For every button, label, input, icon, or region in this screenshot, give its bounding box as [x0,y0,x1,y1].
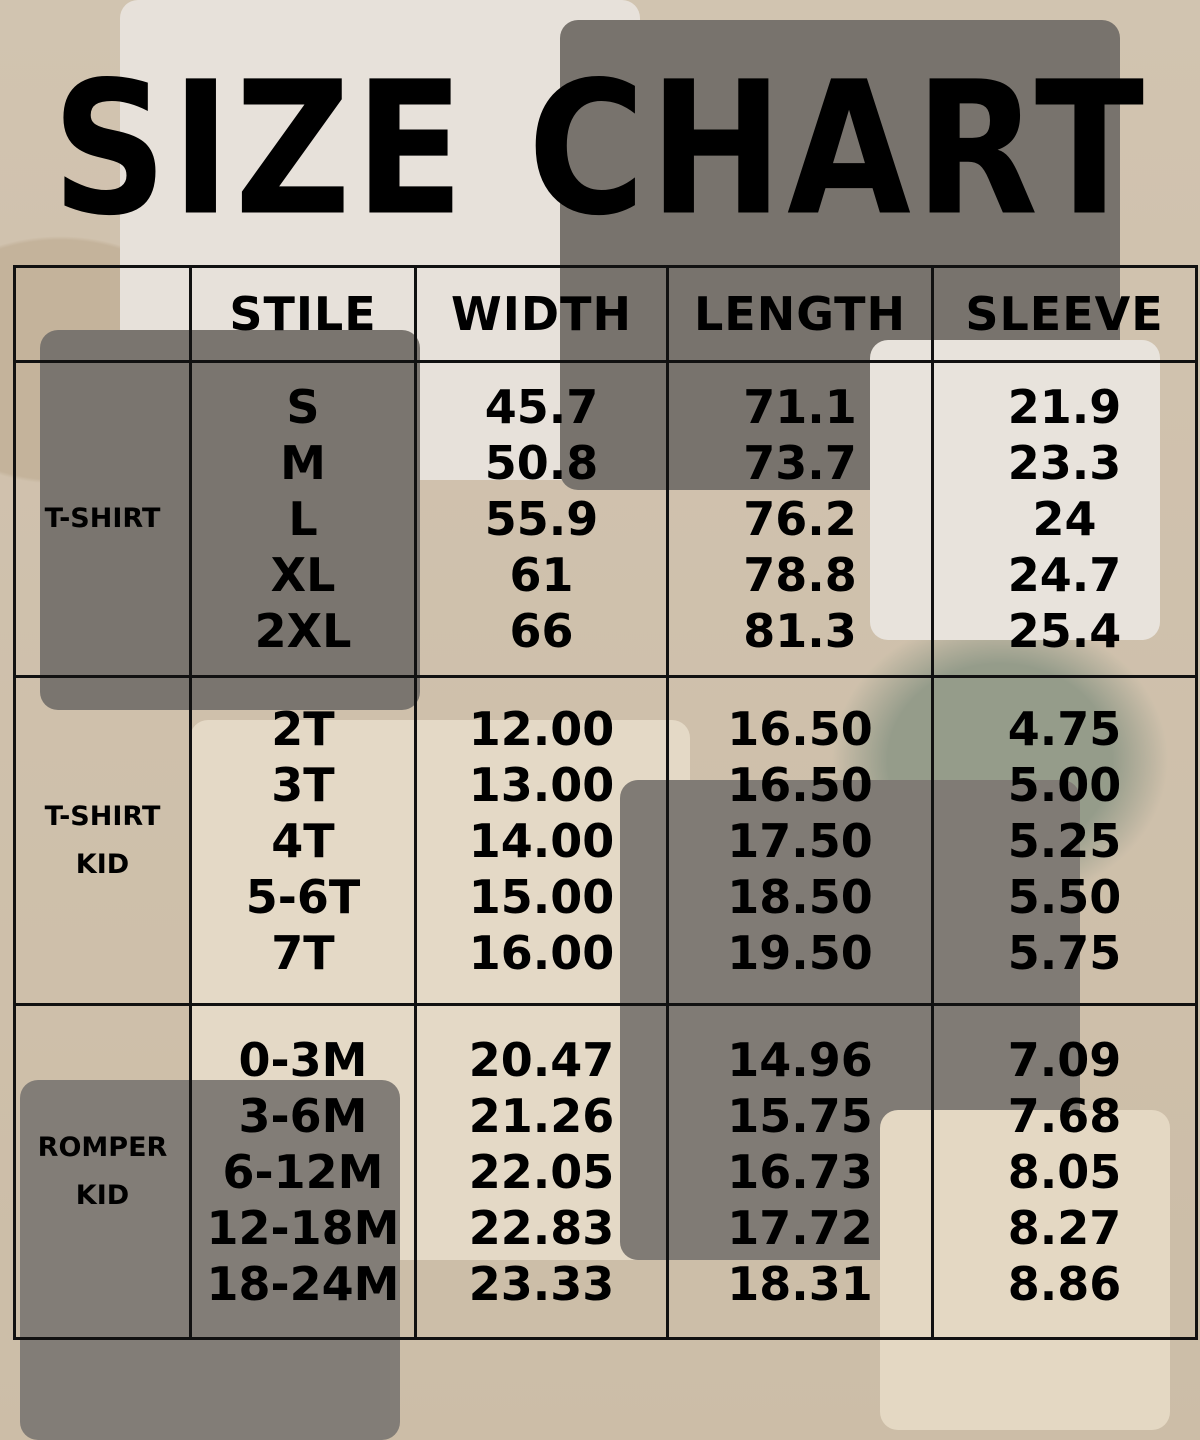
stile-value: 3-6M [238,1088,368,1143]
width-value: 23.33 [468,1256,615,1311]
length-value: 17.50 [727,813,873,868]
stile-value: 0-3M [238,1032,368,1087]
stile-value: M [280,436,326,490]
length-value: 15.75 [727,1088,873,1143]
header-width: WIDTH [414,265,669,363]
sleeve-value: 5.00 [1007,757,1122,812]
length-value: 78.8 [743,548,857,602]
stile-value: 12-18M [206,1200,400,1255]
stile-value: XL [270,548,336,602]
sleeve-cell: 21.9 23.3 24 24.7 25.4 [931,360,1198,678]
length-value: 18.31 [727,1256,873,1311]
width-value: 14.00 [468,813,615,868]
sleeve-value: 4.75 [1007,701,1122,756]
table-row: T-SHIRT S M L XL 2XL 45.7 50.8 55.9 61 66 71.1 73.7 7… [13,360,1198,678]
width-value: 21.26 [468,1088,615,1143]
length-value: 14.96 [727,1032,873,1087]
table-row: T-SHIRT KID 2T 3T 4T 5-6T 7T 12.00 13.00 14.00 15.… [13,675,1198,1006]
width-cell: 45.7 50.8 55.9 61 66 [414,360,669,678]
width-value: 45.7 [484,380,599,434]
length-value: 18.50 [727,869,873,924]
stile-value: 6-12M [222,1144,384,1199]
width-value: 61 [509,548,574,602]
length-cell: 14.96 15.75 16.73 17.72 18.31 [666,1003,934,1340]
stile-value: 4T [271,813,335,868]
length-value: 17.72 [727,1200,873,1255]
width-value: 15.00 [468,869,615,924]
category-label-line: KID [75,848,130,880]
width-value: 22.05 [468,1144,615,1199]
stile-value: 5-6T [245,869,361,924]
length-value: 71.1 [743,380,857,434]
header-length: LENGTH [666,265,934,363]
length-value: 16.50 [727,757,873,812]
length-value: 16.50 [727,701,873,756]
size-table: STILE WIDTH LENGTH SLEEVE T-SHIRT S M L XL 2X… [13,265,1198,1340]
length-value: 81.3 [743,604,857,658]
category-label-line: T-SHIRT [44,800,161,832]
stile-value: 3T [271,757,335,812]
category-label-line: T-SHIRT [44,503,161,534]
stile-value: 7T [271,925,335,980]
length-value: 73.7 [743,436,857,490]
sleeve-value: 5.50 [1007,869,1122,924]
length-value: 76.2 [743,492,857,546]
header-stile: STILE [189,265,417,363]
category-label-line: ROMPER [37,1131,168,1163]
sleeve-value: 7.68 [1007,1088,1122,1143]
category-label: T-SHIRT [13,360,192,678]
sleeve-value: 5.25 [1007,813,1122,868]
sleeve-value: 23.3 [1007,436,1122,490]
width-value: 13.00 [468,757,615,812]
table-row: ROMPER KID 0-3M 3-6M 6-12M 12-18M 18-24M 20.47 2… [13,1003,1198,1340]
header-sleeve: SLEEVE [931,265,1198,363]
sleeve-value: 21.9 [1007,380,1122,434]
stile-value: 18-24M [206,1256,400,1311]
width-value: 50.8 [484,436,599,490]
width-value: 55.9 [484,492,599,546]
width-value: 16.00 [468,925,615,980]
length-cell: 71.1 73.7 76.2 78.8 81.3 [666,360,934,678]
sleeve-value: 8.27 [1007,1200,1122,1255]
category-label: T-SHIRT KID [13,675,192,1006]
category-label-line: KID [75,1179,130,1211]
width-cell: 12.00 13.00 14.00 15.00 16.00 [414,675,669,1006]
width-value: 66 [509,604,574,658]
sleeve-value: 7.09 [1007,1032,1122,1087]
header-empty [13,265,192,363]
stile-value: S [286,380,320,434]
length-value: 16.73 [727,1144,873,1199]
width-value: 12.00 [468,701,615,756]
sleeve-value: 8.86 [1007,1256,1122,1311]
width-value: 22.83 [468,1200,615,1255]
sleeve-value: 24.7 [1007,548,1122,602]
stile-cell: 2T 3T 4T 5-6T 7T [189,675,417,1006]
sleeve-value: 8.05 [1007,1144,1122,1199]
stile-cell: 0-3M 3-6M 6-12M 12-18M 18-24M [189,1003,417,1340]
width-cell: 20.47 21.26 22.05 22.83 23.33 [414,1003,669,1340]
page-title: SIZE CHART [51,41,1149,257]
length-cell: 16.50 16.50 17.50 18.50 19.50 [666,675,934,1006]
stile-value: L [288,492,318,546]
sleeve-value: 24 [1032,492,1097,546]
sleeve-cell: 7.09 7.68 8.05 8.27 8.86 [931,1003,1198,1340]
sleeve-value: 5.75 [1007,925,1122,980]
header-row: STILE WIDTH LENGTH SLEEVE [13,265,1198,363]
stile-cell: S M L XL 2XL [189,360,417,678]
sleeve-cell: 4.75 5.00 5.25 5.50 5.75 [931,675,1198,1006]
length-value: 19.50 [727,925,873,980]
stile-value: 2T [271,701,335,756]
category-label: ROMPER KID [13,1003,192,1340]
sleeve-value: 25.4 [1007,604,1122,658]
stile-value: 2XL [254,604,352,658]
width-value: 20.47 [468,1032,615,1087]
